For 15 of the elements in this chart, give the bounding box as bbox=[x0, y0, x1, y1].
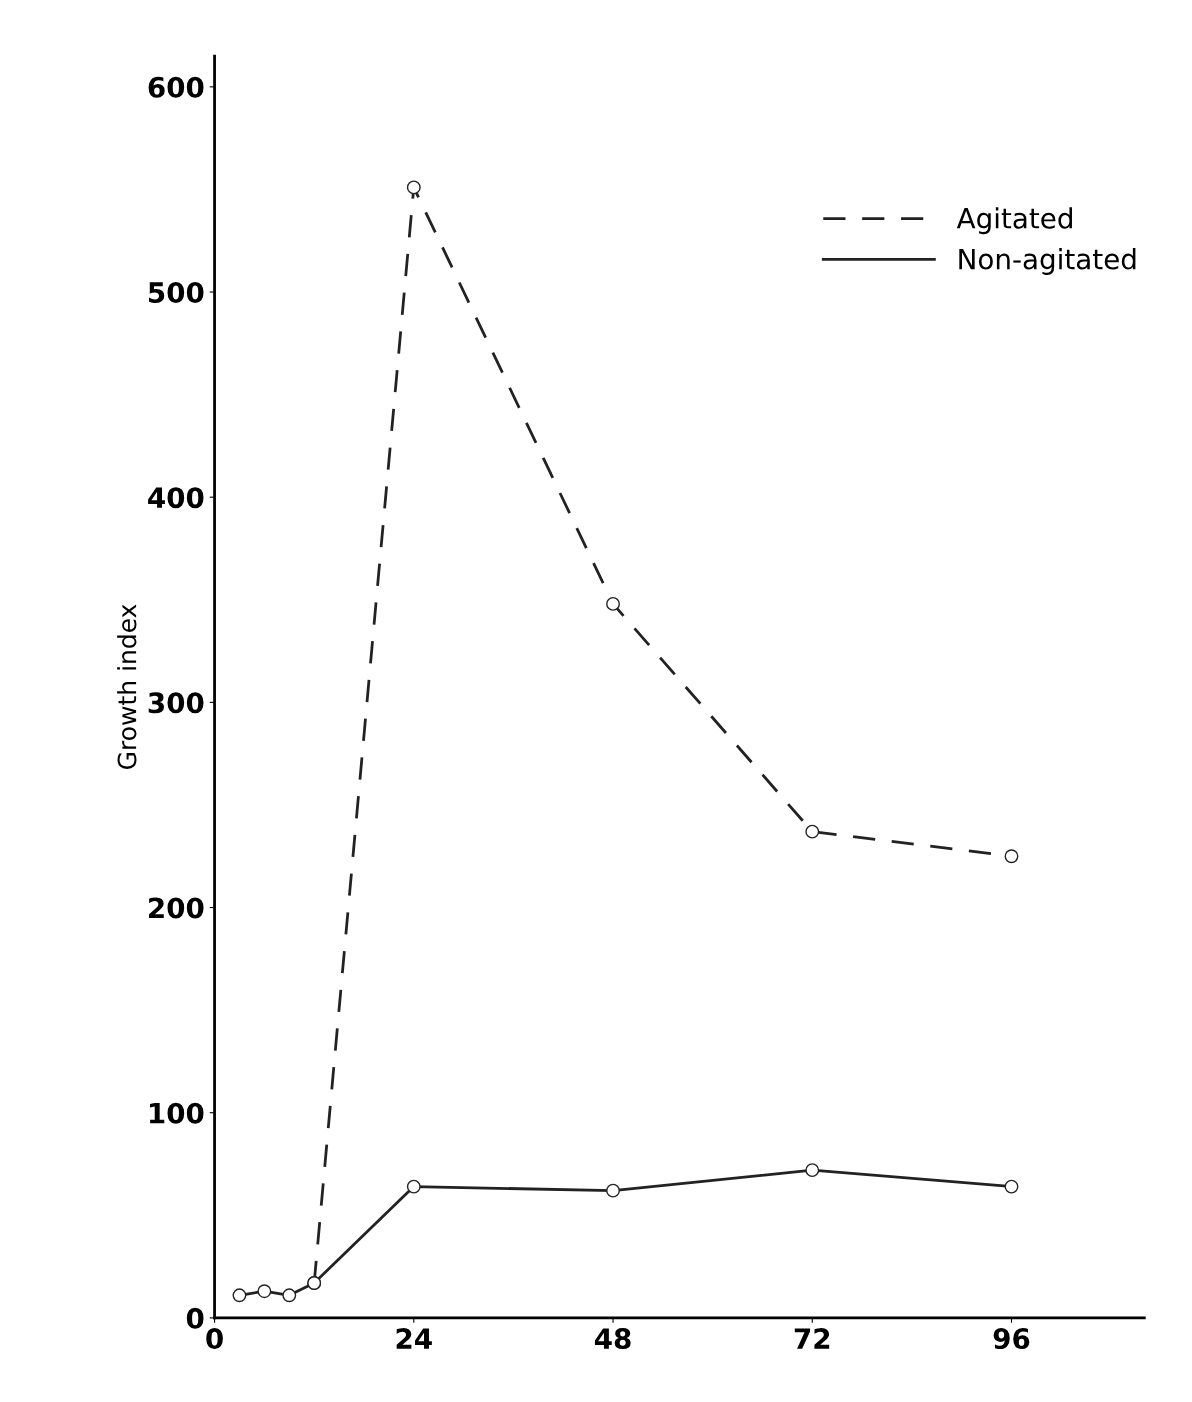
legend-label: Agitated bbox=[956, 207, 1072, 235]
y-tick-label: 200 bbox=[149, 897, 204, 919]
y-tick-label: 400 bbox=[148, 487, 204, 509]
x-tick-label: 24 bbox=[396, 1328, 432, 1349]
y-tick-label: 600 bbox=[148, 76, 204, 98]
y-axis-title: Growth index bbox=[117, 604, 137, 769]
x-tick-label: 96 bbox=[993, 1328, 1030, 1350]
x-tick-label: 72 bbox=[794, 1328, 830, 1349]
y-tick-label: 0 bbox=[186, 1307, 204, 1329]
y-tick-label: 300 bbox=[148, 692, 204, 714]
x-tick-label: 0 bbox=[206, 1328, 223, 1350]
y-tick-label: 100 bbox=[149, 1102, 204, 1124]
legend-label: Non-agitated bbox=[959, 248, 1136, 275]
y-tick-label: 500 bbox=[149, 281, 204, 303]
x-tick-label: 48 bbox=[594, 1328, 631, 1350]
